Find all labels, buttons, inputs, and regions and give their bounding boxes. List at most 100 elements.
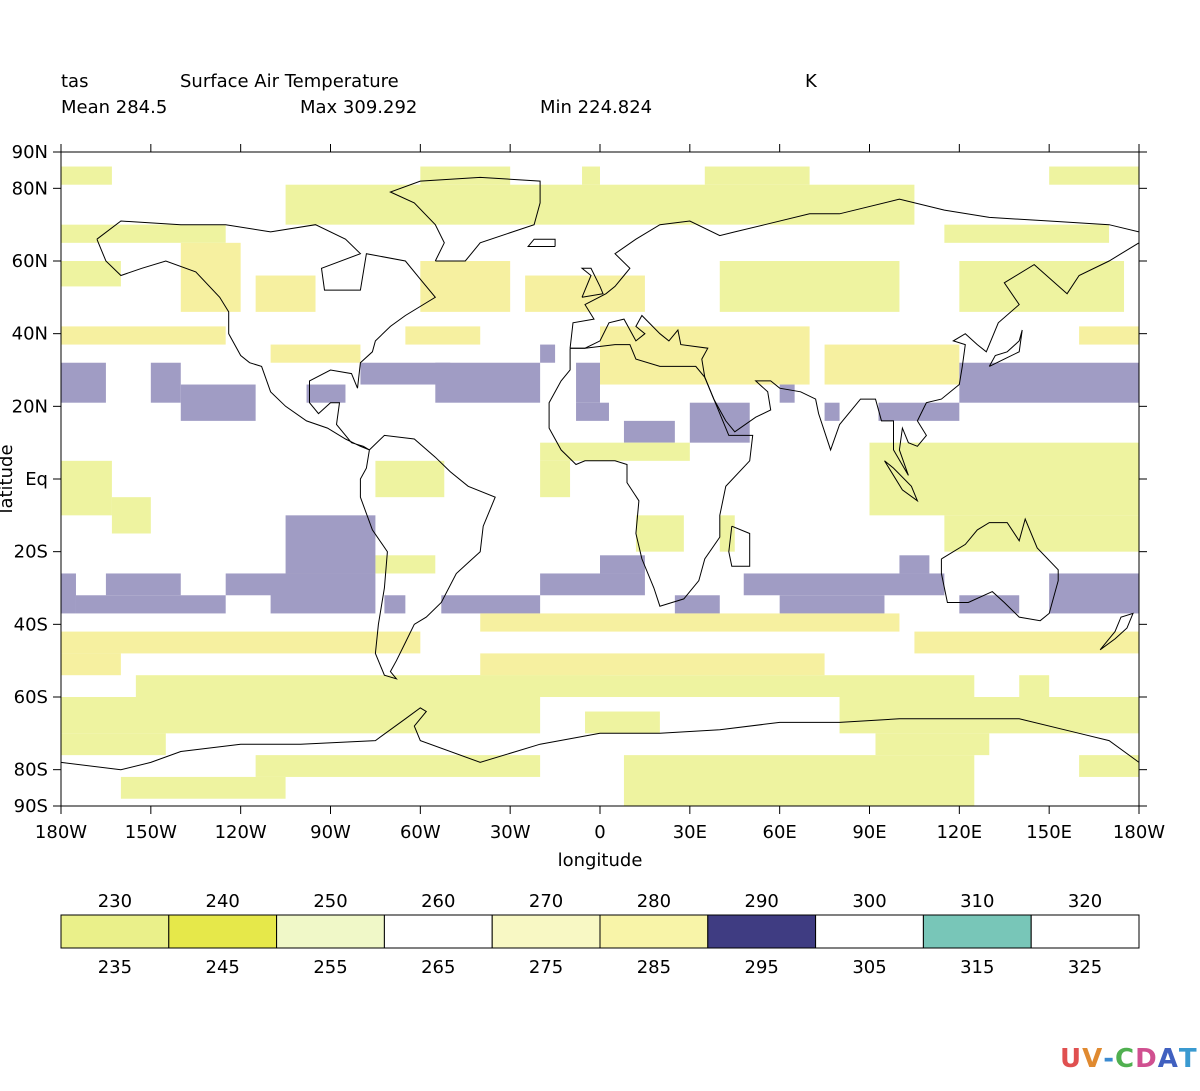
- grid-cell: [1079, 755, 1139, 777]
- colorbar-swatch: [276, 914, 385, 949]
- axis-ticks: 180W 150W 120W 90W 60W 30W 0 30E 60E 90E 120E 150E 1…: [0, 142, 1165, 871]
- grid-cell: [585, 711, 660, 734]
- colorbar-upper-label: 300: [852, 891, 886, 912]
- colorbar-lower-label: 265: [421, 957, 455, 978]
- y-tick-label: 80S: [14, 760, 48, 781]
- colorbar-lower-label: 295: [745, 957, 779, 978]
- grid-cell: [61, 460, 112, 516]
- grid-cell: [1049, 573, 1139, 614]
- grid-cell: [480, 653, 825, 676]
- max-label: Max 309.292: [300, 97, 418, 118]
- colorbar-swatch: [707, 914, 817, 949]
- x-tick-label: 180W: [35, 822, 87, 843]
- x-tick-label: 0: [594, 822, 605, 843]
- colorbar-lower-label: 235: [98, 957, 132, 978]
- grid-cell: [743, 573, 945, 596]
- x-tick-label: 150E: [1026, 822, 1072, 843]
- colorbar-swatch: [383, 914, 493, 949]
- colorbar-upper-label: 290: [745, 891, 779, 912]
- y-tick-label: 60S: [14, 687, 48, 708]
- coastline: [96, 220, 437, 451]
- coastline: [988, 329, 1023, 367]
- y-tick-label: 90N: [12, 142, 48, 163]
- colorbar-upper-label: 280: [637, 891, 671, 912]
- grid-cell: [306, 384, 346, 403]
- grid-cell: [270, 573, 376, 614]
- uvcdat-logo: UV-CDAT: [1060, 1044, 1198, 1074]
- colorbar-upper-label: 270: [529, 891, 563, 912]
- colorbar-upper-label: 240: [206, 891, 240, 912]
- colorbar-swatch: [922, 914, 1032, 949]
- colorbar-lower-label: 255: [313, 957, 347, 978]
- colorbar-swatch: [599, 914, 709, 949]
- grid-cell: [540, 344, 556, 363]
- grid-cell: [540, 460, 571, 498]
- colorbar-swatch: [815, 914, 924, 949]
- grid-cell: [61, 166, 112, 185]
- coastline: [389, 176, 541, 262]
- grid-cell: [839, 697, 1139, 734]
- y-tick-label: 40N: [12, 324, 48, 345]
- colorbar-swatch: [1030, 914, 1140, 949]
- x-axis-label: longitude: [558, 850, 643, 871]
- grid-cell: [150, 362, 181, 403]
- grid-cell: [540, 442, 690, 461]
- colorbar-lower-label: 275: [529, 957, 563, 978]
- grid-cell: [623, 420, 675, 443]
- grid-cell: [674, 595, 720, 614]
- coastline: [359, 434, 496, 680]
- grid-cell: [105, 573, 181, 596]
- x-tick-label: 60E: [763, 822, 797, 843]
- x-tick-label: 90W: [310, 822, 351, 843]
- y-axis-label: latitude: [0, 444, 17, 513]
- grid-cell: [779, 384, 795, 403]
- x-tick-label: 60W: [400, 822, 441, 843]
- coastline: [1099, 612, 1134, 651]
- grid-cell: [61, 326, 226, 345]
- grid-cell: [61, 573, 76, 614]
- grid-cell: [111, 497, 151, 534]
- grid-cell: [120, 776, 286, 799]
- variable-name: tas: [61, 71, 89, 92]
- grid-cell: [576, 362, 600, 403]
- temperature-grid: [61, 166, 1139, 806]
- colorbar-lower-label: 305: [852, 957, 886, 978]
- x-tick-label: 180W: [1113, 822, 1165, 843]
- grid-cell: [61, 697, 541, 734]
- colorbar-upper-label: 250: [313, 891, 347, 912]
- grid-cell: [285, 184, 915, 225]
- colorbar: 230 240 250 260 270 280 290 300 310 320 235 245 255 2…: [60, 891, 1140, 978]
- grid-cell: [959, 261, 1125, 312]
- grid-cell: [405, 326, 481, 345]
- grid-cell: [255, 755, 541, 777]
- grid-cell: [61, 224, 226, 243]
- grid-cell: [824, 402, 840, 421]
- grid-cell: [576, 402, 609, 421]
- grid-cell: [441, 595, 541, 614]
- grid-cell: [285, 515, 376, 574]
- grid-cell: [944, 515, 1139, 552]
- grid-cell: [869, 442, 1139, 516]
- grid-cell: [623, 755, 975, 806]
- y-tick-label: 80N: [12, 178, 48, 199]
- long-name: Surface Air Temperature: [180, 71, 399, 92]
- grid-cell: [255, 275, 316, 312]
- grid-cell: [435, 362, 541, 403]
- coastline: [569, 198, 1140, 476]
- grid-cell: [61, 261, 121, 287]
- grid-cell: [360, 362, 451, 385]
- x-tick-label: 90E: [852, 822, 886, 843]
- y-tick-label: 60N: [12, 251, 48, 272]
- colorbar-upper-label: 310: [960, 891, 994, 912]
- grid-cell: [375, 555, 436, 574]
- colorbar-lower-label: 325: [1068, 957, 1102, 978]
- coastline: [884, 460, 919, 503]
- grid-cell: [270, 344, 361, 363]
- grid-cell: [450, 675, 975, 697]
- y-tick-label: 20S: [14, 542, 48, 563]
- colorbar-swatch: [168, 914, 278, 949]
- y-tick-label: 90S: [14, 796, 48, 817]
- grid-cell: [61, 653, 121, 676]
- grid-cell: [1019, 675, 1050, 697]
